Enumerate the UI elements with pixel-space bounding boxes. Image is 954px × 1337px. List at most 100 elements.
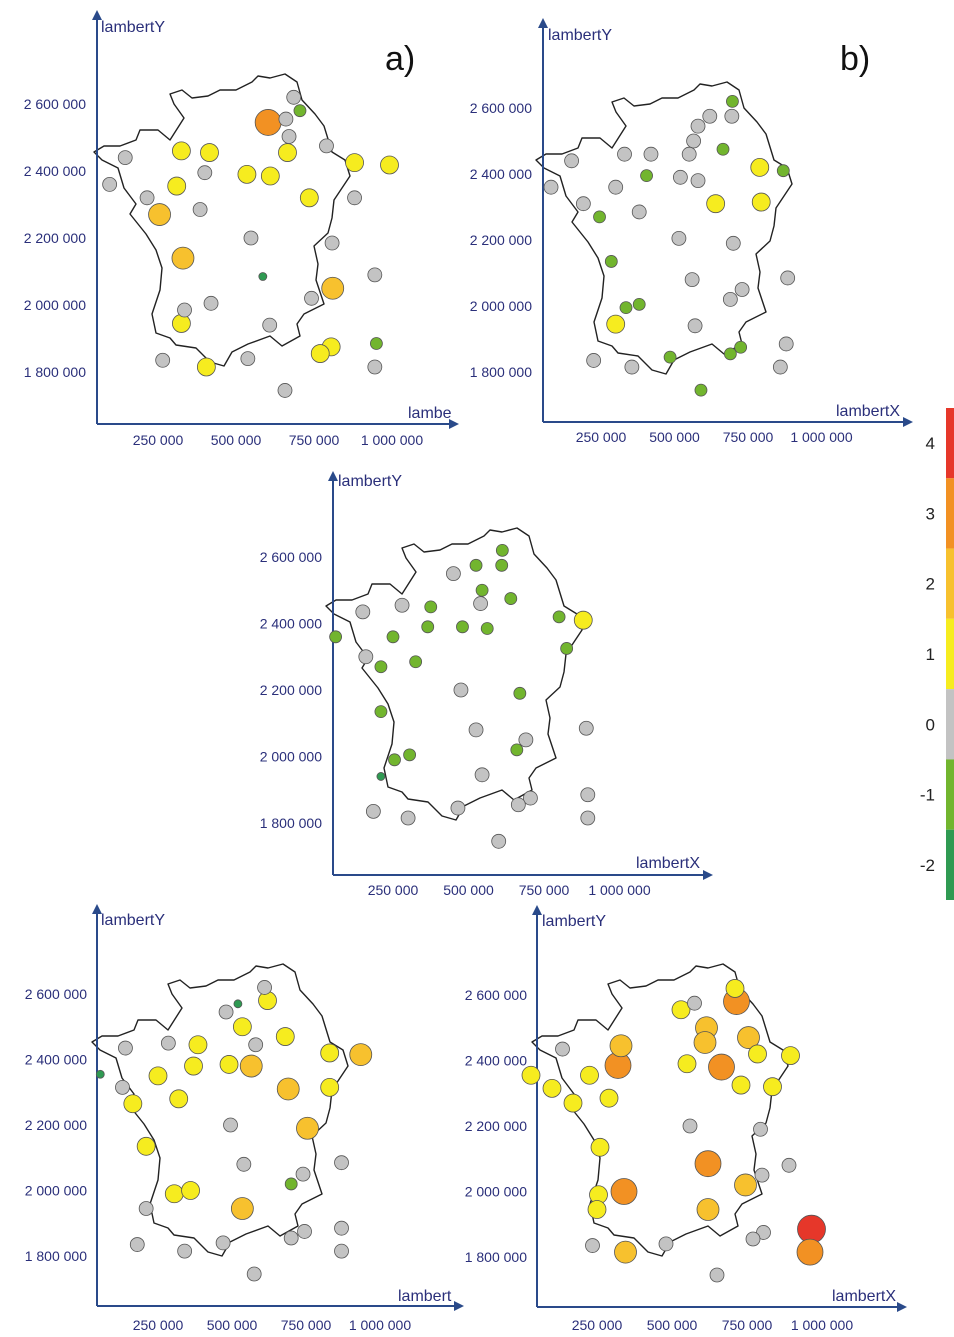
station-point <box>560 642 574 655</box>
x-axis-title: lambertX <box>832 1288 896 1305</box>
station-point <box>310 344 330 363</box>
station-point <box>610 1178 638 1205</box>
station-point <box>734 340 748 354</box>
station-point <box>237 164 257 184</box>
station-point <box>694 383 708 397</box>
station-point <box>682 1118 698 1134</box>
legend-label: 1 <box>926 645 935 664</box>
panel-1: lambertY lambe a) 250 000 500 000 750 000 1 00… <box>24 10 459 448</box>
station-point <box>681 146 697 162</box>
panel-5: lambertY lambertX 250 000 500 000 750 000 1 0… <box>465 905 907 1333</box>
station-point <box>239 1054 263 1078</box>
station-point <box>394 597 410 613</box>
x-tick-label: 750 000 <box>519 882 570 898</box>
y-axis-title: lambertY <box>338 473 402 490</box>
station-point <box>321 276 345 300</box>
y-tick-label: 2 200 000 <box>260 682 322 698</box>
x-tick-label: 250 000 <box>133 432 184 448</box>
legend-label: 0 <box>926 715 935 734</box>
station-point <box>756 1225 771 1240</box>
station-point <box>196 357 216 377</box>
station-point <box>347 190 362 206</box>
station-point <box>334 1220 349 1236</box>
panel-label: a) <box>385 40 415 78</box>
station-point <box>722 291 738 307</box>
station-point <box>754 1167 770 1183</box>
station-point <box>424 600 438 614</box>
station-point <box>223 1117 238 1133</box>
x-tick-label: 250 000 <box>368 882 419 898</box>
station-point <box>246 1266 262 1282</box>
y-tick-label: 2 600 000 <box>25 986 87 1002</box>
station-point <box>690 173 706 189</box>
station-point <box>781 1046 800 1065</box>
y-tick-label: 2 600 000 <box>24 96 86 112</box>
y-axis-title: lambertY <box>548 27 612 44</box>
station-point <box>590 1137 610 1157</box>
station-point <box>684 272 700 288</box>
station-point <box>258 991 277 1010</box>
station-point <box>421 620 435 634</box>
station-point <box>753 1121 768 1137</box>
station-point <box>495 558 509 572</box>
station-point <box>658 1236 674 1252</box>
legend-swatch <box>946 829 954 900</box>
x-tick-label: 250 000 <box>572 1317 623 1333</box>
station-point <box>374 660 388 674</box>
station-point <box>709 1267 725 1283</box>
station-point <box>320 1043 340 1063</box>
station-point <box>369 337 383 350</box>
station-point <box>374 705 388 719</box>
station-point <box>319 138 334 154</box>
station-point <box>593 210 606 224</box>
y-tick-label: 1 800 000 <box>25 1248 87 1264</box>
y-tick-label: 2 000 000 <box>25 1183 87 1199</box>
station-point <box>403 748 417 762</box>
station-point <box>725 979 745 998</box>
x-tick-label: 1 000 000 <box>588 882 650 898</box>
station-point <box>136 1136 156 1156</box>
station-point <box>281 129 297 144</box>
y-axis-title: lambertY <box>101 912 165 929</box>
station-point <box>299 188 319 208</box>
y-tick-label: 2 600 000 <box>260 549 322 565</box>
station-point <box>164 1184 184 1204</box>
station-point <box>617 146 632 162</box>
legend-swatch <box>946 548 954 619</box>
x-tick-label: 500 000 <box>443 882 494 898</box>
legend-swatch <box>946 618 954 690</box>
station-point <box>184 1056 203 1076</box>
station-point <box>345 153 364 173</box>
station-point <box>518 732 534 748</box>
station-point <box>748 1044 767 1064</box>
station-point <box>564 153 579 169</box>
station-point <box>129 1237 145 1252</box>
y-axis-title: lambertY <box>101 19 165 36</box>
station-point <box>606 314 626 334</box>
station-point <box>232 1017 252 1037</box>
x-axis-arrow <box>703 870 713 880</box>
y-tick-label: 2 600 000 <box>465 987 527 1003</box>
y-tick-label: 1 800 000 <box>260 815 322 831</box>
x-tick-label: 1 000 000 <box>361 432 423 448</box>
y-tick-label: 2 200 000 <box>25 1117 87 1133</box>
x-tick-label: 250 000 <box>133 1317 184 1333</box>
station-point <box>575 196 591 212</box>
station-point <box>671 1000 691 1020</box>
station-point <box>233 999 243 1009</box>
station-point <box>491 833 507 849</box>
legend-label: 4 <box>926 434 935 453</box>
y-tick-label: 2 400 000 <box>25 1052 87 1068</box>
station-point <box>510 797 526 813</box>
station-point <box>510 743 524 757</box>
x-axis-arrow <box>449 419 459 429</box>
station-point <box>215 1235 231 1251</box>
panel-3: lambertY lambertX 250 000 500 000 750 000 1 0… <box>260 471 713 898</box>
station-point <box>254 109 282 136</box>
station-point <box>552 610 566 624</box>
station-point <box>171 314 191 333</box>
station-point <box>686 133 702 149</box>
station-point <box>278 143 297 162</box>
station-point <box>257 980 272 995</box>
